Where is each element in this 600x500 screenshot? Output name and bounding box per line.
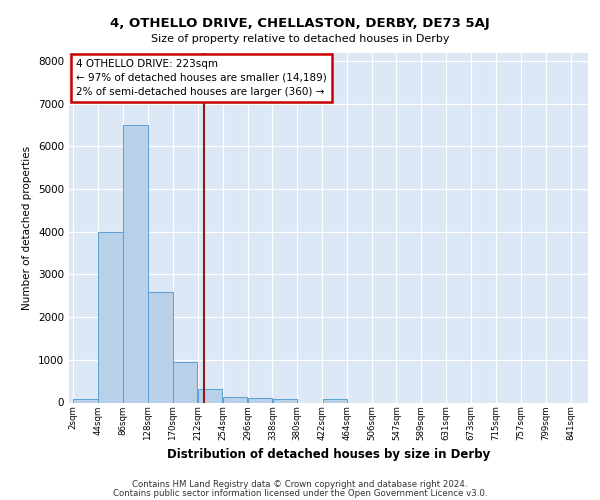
Text: Contains HM Land Registry data © Crown copyright and database right 2024.: Contains HM Land Registry data © Crown c… bbox=[132, 480, 468, 489]
Bar bbox=[198, 390, 223, 402]
X-axis label: Distribution of detached houses by size in Derby: Distribution of detached houses by size … bbox=[167, 448, 490, 462]
Bar bbox=[98, 232, 123, 402]
Bar bbox=[123, 125, 148, 402]
Bar bbox=[173, 362, 197, 403]
Y-axis label: Number of detached properties: Number of detached properties bbox=[22, 146, 32, 310]
Bar bbox=[272, 399, 297, 402]
Text: 4 OTHELLO DRIVE: 223sqm
← 97% of detached houses are smaller (14,189)
2% of semi: 4 OTHELLO DRIVE: 223sqm ← 97% of detache… bbox=[76, 59, 327, 97]
Bar bbox=[223, 398, 247, 402]
Bar bbox=[73, 399, 98, 402]
Bar bbox=[323, 399, 347, 402]
Text: Size of property relative to detached houses in Derby: Size of property relative to detached ho… bbox=[151, 34, 449, 44]
Bar bbox=[148, 292, 173, 403]
Text: 4, OTHELLO DRIVE, CHELLASTON, DERBY, DE73 5AJ: 4, OTHELLO DRIVE, CHELLASTON, DERBY, DE7… bbox=[110, 18, 490, 30]
Text: Contains public sector information licensed under the Open Government Licence v3: Contains public sector information licen… bbox=[113, 489, 487, 498]
Bar bbox=[248, 398, 272, 402]
